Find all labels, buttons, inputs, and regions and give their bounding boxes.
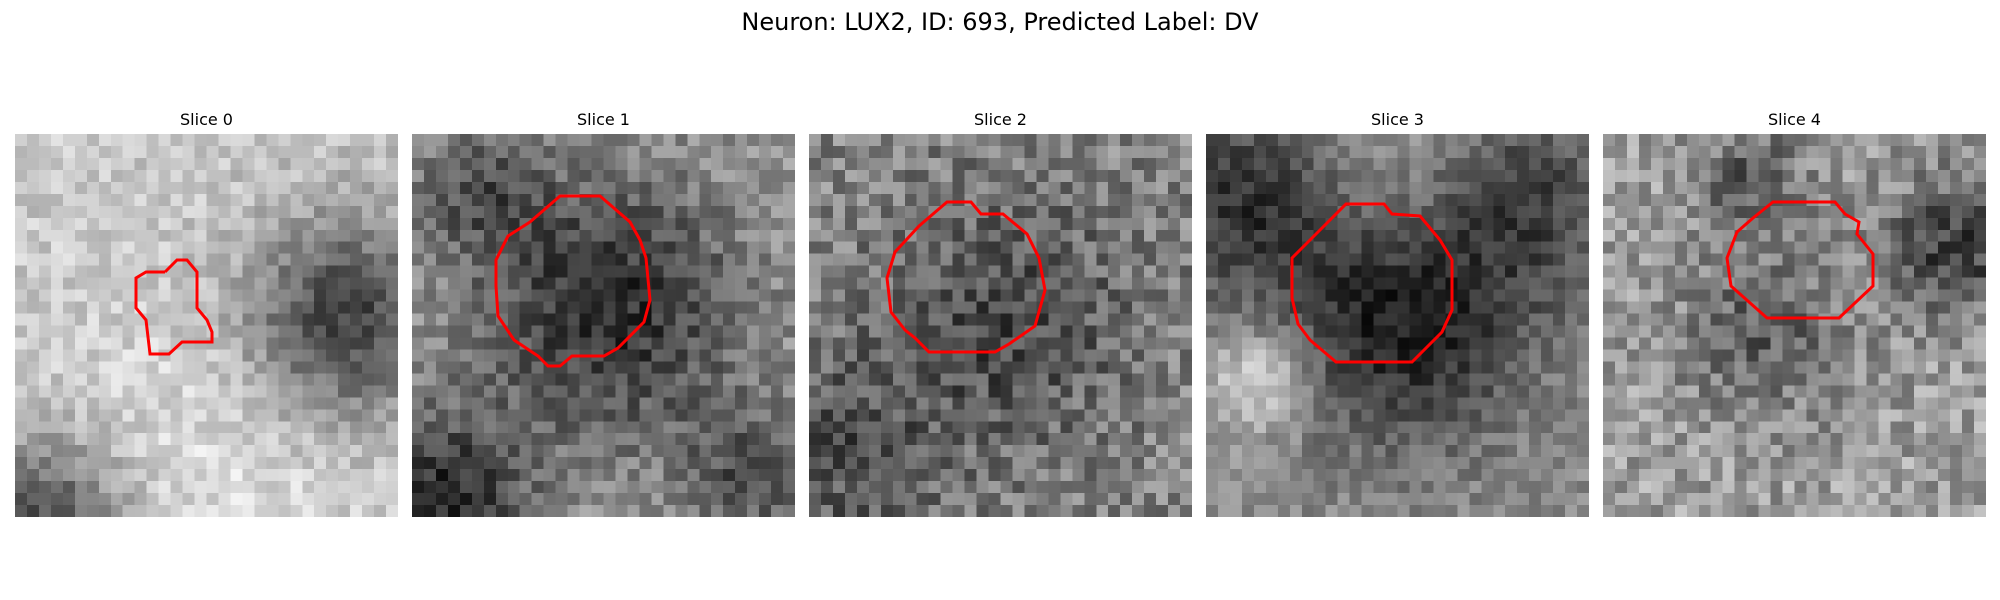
slice-panel-2: Slice 2 — [809, 108, 1192, 517]
slice-panel-4: Slice 4 — [1603, 108, 1986, 517]
slice-image-2 — [809, 134, 1192, 517]
slice-title-1: Slice 1 — [577, 110, 630, 129]
slice-image-4 — [1603, 134, 1986, 517]
roi-contour-4 — [1725, 200, 1875, 320]
slice-panel-0: Slice 0 — [15, 108, 398, 517]
slice-title-2: Slice 2 — [974, 110, 1027, 129]
slice-image-1 — [412, 134, 795, 517]
slice-image-0 — [15, 134, 398, 517]
slice-panel-1: Slice 1 — [412, 108, 795, 517]
roi-contour-0 — [134, 258, 214, 356]
slice-title-4: Slice 4 — [1768, 110, 1821, 129]
roi-contour-2 — [885, 200, 1047, 354]
slice-panel-3: Slice 3 — [1206, 108, 1589, 517]
slice-image-3 — [1206, 134, 1589, 517]
figure-title: Neuron: LUX2, ID: 693, Predicted Label: … — [741, 8, 1259, 36]
slice-title-3: Slice 3 — [1371, 110, 1424, 129]
roi-contour-1 — [494, 194, 652, 368]
slice-title-0: Slice 0 — [180, 110, 233, 129]
roi-contour-3 — [1290, 202, 1454, 364]
